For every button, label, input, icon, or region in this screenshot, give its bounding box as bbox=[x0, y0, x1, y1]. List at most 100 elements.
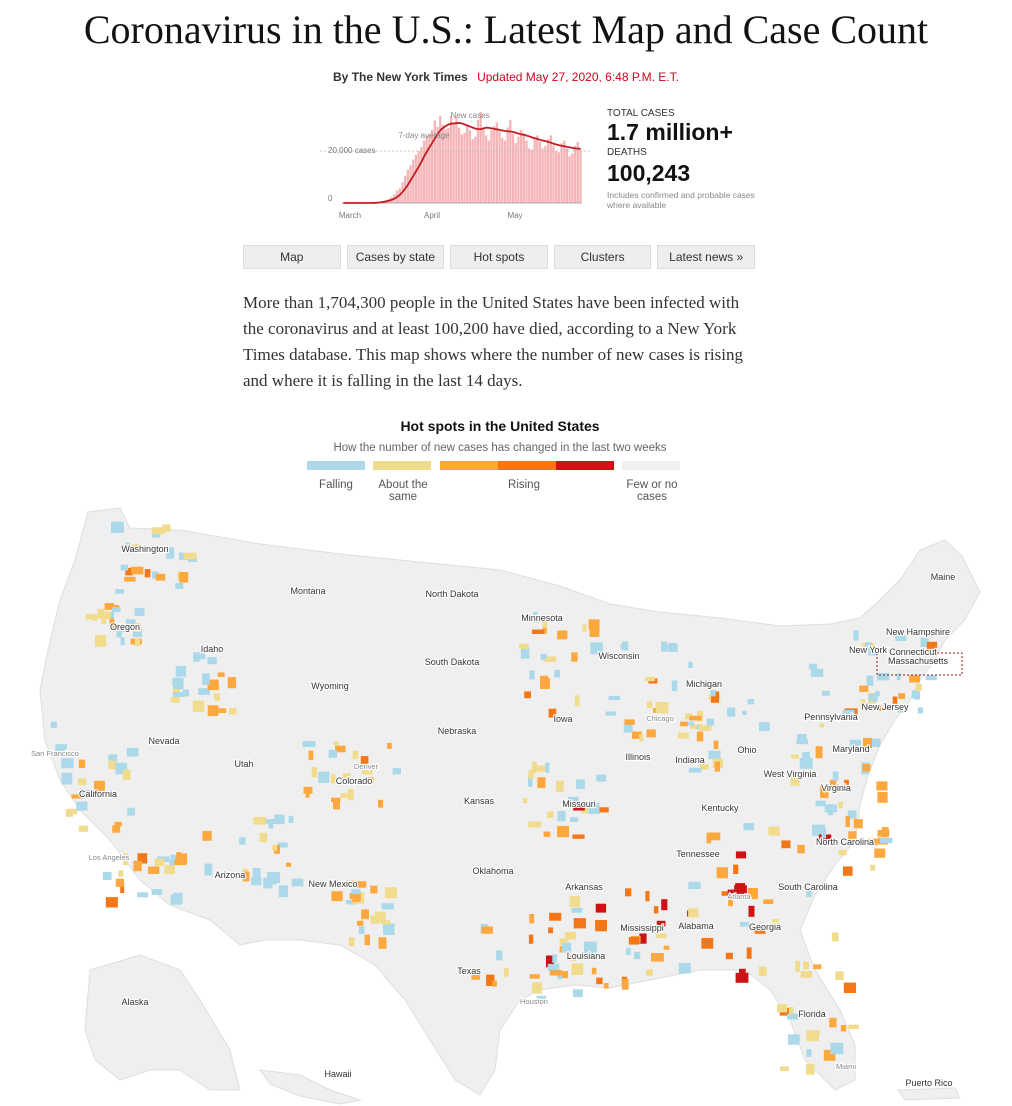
county-cell bbox=[259, 832, 268, 843]
map-label: Kansas bbox=[464, 796, 495, 806]
legend-swatch-rising-3 bbox=[556, 461, 614, 470]
county-cell bbox=[342, 773, 351, 780]
county-cell bbox=[621, 978, 629, 990]
county-cell bbox=[78, 759, 86, 769]
county-cell bbox=[688, 661, 693, 669]
county-cell bbox=[735, 851, 747, 859]
county-cell bbox=[573, 989, 583, 998]
county-cell bbox=[170, 697, 178, 703]
county-cell bbox=[570, 955, 577, 961]
county-cell bbox=[743, 823, 754, 831]
county-cell bbox=[125, 567, 133, 576]
county-cell bbox=[830, 1042, 844, 1055]
daily-case-bar bbox=[414, 154, 418, 203]
county-cell bbox=[102, 871, 112, 880]
county-cell bbox=[177, 853, 188, 865]
avg-annotation: 7-day average bbox=[398, 131, 450, 140]
county-cell bbox=[571, 907, 583, 913]
map-label: Minnesota bbox=[521, 613, 563, 623]
county-cell bbox=[821, 690, 830, 696]
county-cell bbox=[877, 673, 890, 681]
county-cell bbox=[524, 691, 531, 699]
map-label: Montana bbox=[290, 586, 325, 596]
daily-case-bar bbox=[436, 126, 439, 203]
county-cell bbox=[528, 934, 534, 944]
nav-cases-by-state-button[interactable]: Cases by state bbox=[346, 245, 445, 269]
county-cell bbox=[776, 1004, 788, 1013]
nav-map-button[interactable]: Map bbox=[243, 245, 341, 269]
county-cell bbox=[169, 860, 174, 868]
county-cell bbox=[111, 521, 124, 533]
map-label: San Francisco bbox=[31, 749, 79, 758]
map-label: Texas bbox=[457, 966, 481, 976]
county-cell bbox=[913, 691, 920, 700]
county-cell bbox=[725, 952, 733, 960]
daily-case-bar bbox=[501, 138, 504, 203]
county-cell bbox=[154, 858, 165, 866]
daily-case-bar bbox=[503, 140, 507, 203]
daily-case-bar bbox=[484, 135, 488, 203]
county-cell bbox=[605, 711, 616, 716]
daily-case-bar bbox=[541, 148, 544, 203]
us-hotspot-map[interactable]: Washington Montana North Dakota Minnesota Ma… bbox=[0, 500, 1012, 1106]
daily-case-bar bbox=[468, 130, 472, 203]
county-cell bbox=[114, 821, 122, 827]
county-cell bbox=[132, 623, 141, 633]
county-cell bbox=[571, 652, 578, 662]
daily-case-bar bbox=[441, 124, 445, 203]
county-cell bbox=[868, 738, 881, 747]
county-cell bbox=[125, 619, 136, 628]
county-cell bbox=[207, 679, 219, 691]
county-cell bbox=[351, 889, 361, 895]
county-cell bbox=[866, 675, 874, 686]
daily-case-bar bbox=[571, 153, 574, 203]
county-cell bbox=[251, 876, 262, 886]
county-cell bbox=[645, 891, 650, 902]
county-cell bbox=[549, 912, 562, 921]
daily-case-bar bbox=[490, 130, 493, 203]
county-cell bbox=[561, 942, 572, 953]
county-cell bbox=[573, 802, 585, 811]
county-cell bbox=[481, 926, 493, 934]
county-cell bbox=[557, 971, 569, 979]
county-cell bbox=[831, 932, 839, 942]
county-cell bbox=[829, 1017, 837, 1028]
county-cell bbox=[788, 1007, 794, 1016]
county-cell bbox=[787, 1034, 800, 1045]
county-cell bbox=[815, 800, 826, 807]
county-cell bbox=[557, 810, 566, 822]
daily-case-bar bbox=[573, 145, 577, 203]
nav-clusters-button[interactable]: Clusters bbox=[553, 245, 652, 269]
county-cell bbox=[808, 663, 817, 670]
county-cell bbox=[547, 811, 554, 818]
stats-panel: Total cases 1.7 million+ Deaths 100,243 … bbox=[607, 108, 777, 210]
daily-case-bar bbox=[463, 132, 466, 203]
us-mainland-shape bbox=[39, 507, 981, 1096]
county-cell bbox=[365, 777, 374, 783]
county-cell bbox=[340, 793, 348, 798]
county-cell bbox=[71, 794, 83, 799]
county-cell bbox=[862, 764, 871, 772]
county-cell bbox=[734, 885, 747, 896]
county-cell bbox=[144, 569, 151, 578]
byline-author[interactable]: By The New York Times bbox=[333, 70, 468, 84]
county-cell bbox=[549, 970, 563, 976]
county-cell bbox=[699, 763, 709, 770]
map-label: Utah bbox=[234, 759, 253, 769]
county-cell bbox=[710, 690, 716, 697]
county-cell bbox=[352, 750, 359, 760]
nav-hot-spots-button[interactable]: Hot spots bbox=[450, 245, 548, 269]
county-cell bbox=[318, 771, 330, 783]
county-cell bbox=[361, 909, 369, 920]
total-cases-value: 1.7 million+ bbox=[607, 119, 733, 145]
map-label: Connecticut bbox=[889, 647, 937, 657]
map-labels: Washington Montana North Dakota Minnesota Ma… bbox=[30, 543, 956, 1089]
county-cell bbox=[166, 547, 175, 559]
nav-latest-news-button[interactable]: Latest news » bbox=[657, 245, 755, 269]
county-cell bbox=[706, 718, 714, 726]
county-cell bbox=[829, 779, 837, 788]
county-cell bbox=[82, 790, 92, 797]
daily-case-bars bbox=[371, 112, 582, 203]
county-cell bbox=[207, 705, 219, 717]
county-cell bbox=[263, 877, 273, 889]
